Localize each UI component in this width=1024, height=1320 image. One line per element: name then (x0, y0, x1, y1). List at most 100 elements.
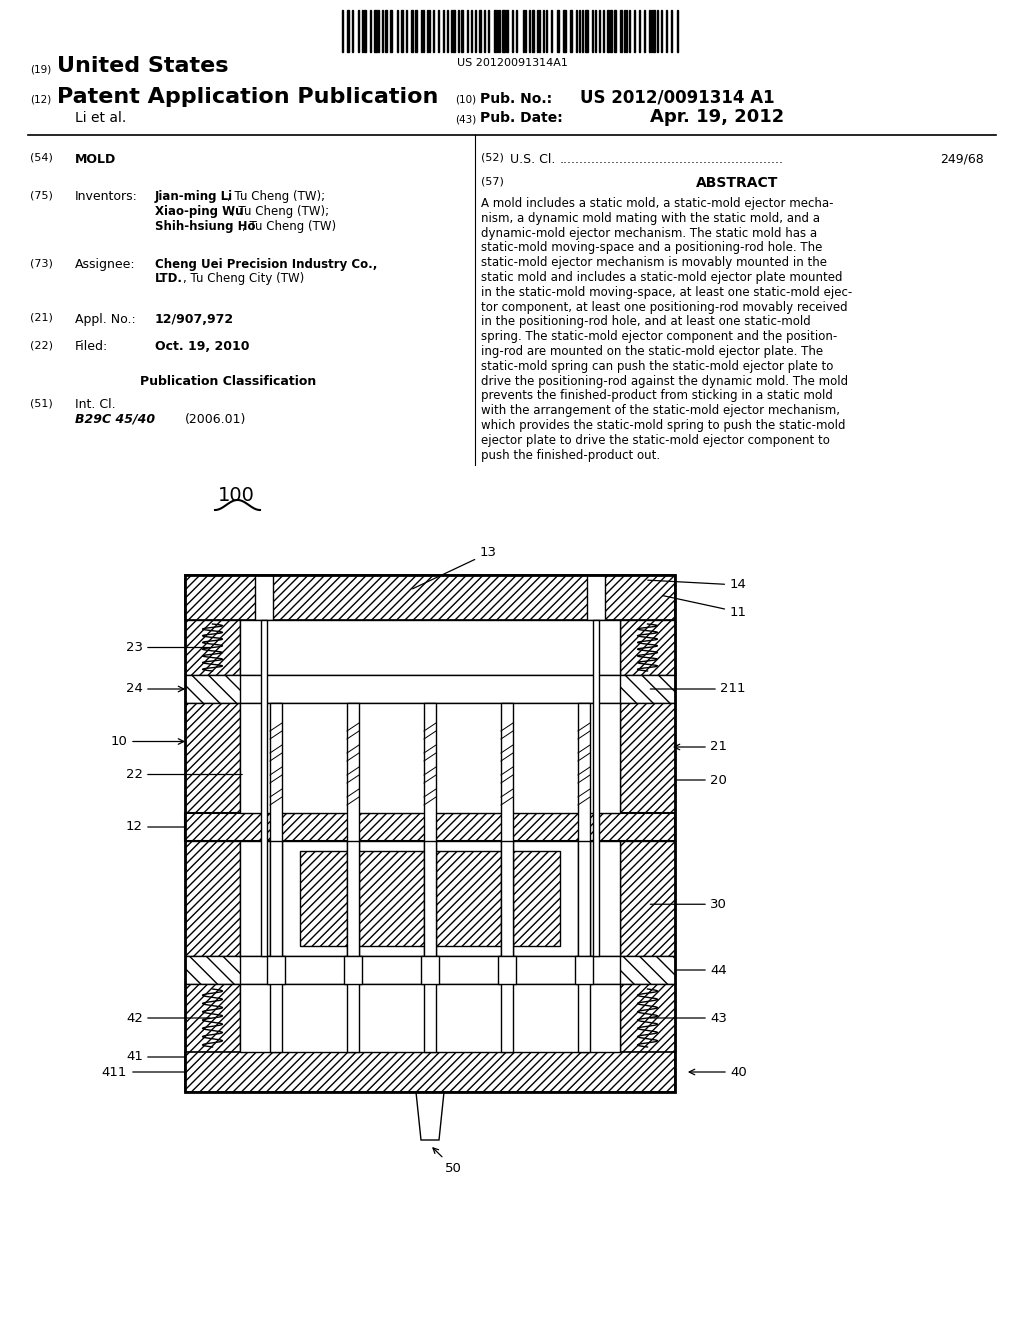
Bar (240, 956, 620, 983)
Text: (51): (51) (30, 399, 53, 408)
Text: 10: 10 (111, 735, 127, 748)
Bar (620, 983, 675, 1052)
Text: spring. The static-mold ejector component and the position-: spring. The static-mold ejector componen… (481, 330, 838, 343)
Text: 100: 100 (218, 486, 255, 506)
Text: static-mold moving-space and a positioning-rod hole. The: static-mold moving-space and a positioni… (481, 242, 822, 255)
Bar (620, 11, 622, 51)
Text: which provides the static-mold spring to push the static-mold: which provides the static-mold spring to… (481, 418, 846, 432)
Bar (300, 851, 560, 946)
Text: 22: 22 (126, 768, 143, 781)
Text: Filed:: Filed: (75, 341, 109, 352)
Text: , Tu Cheng (TW);: , Tu Cheng (TW); (231, 205, 329, 218)
Bar (240, 620, 620, 675)
Text: 23: 23 (126, 642, 143, 653)
Bar (240, 675, 620, 704)
Text: Appl. No.:: Appl. No.: (75, 313, 136, 326)
Bar (461, 11, 463, 51)
Text: 11: 11 (663, 595, 746, 619)
Text: (10): (10) (455, 95, 476, 106)
Bar (185, 620, 240, 675)
Bar (411, 11, 413, 51)
Bar (557, 11, 559, 51)
Bar (185, 813, 675, 841)
Text: 41: 41 (126, 1051, 143, 1064)
Bar (498, 956, 516, 983)
Text: in the static-mold moving-space, at least one static-mold ejec-: in the static-mold moving-space, at leas… (481, 286, 852, 298)
Bar (270, 841, 282, 956)
Bar (479, 11, 481, 51)
Text: (19): (19) (30, 63, 51, 74)
Bar (532, 11, 534, 51)
Bar (185, 1052, 675, 1092)
Text: United States: United States (57, 55, 228, 77)
Text: A mold includes a static mold, a static-mold ejector mecha-: A mold includes a static mold, a static-… (481, 197, 834, 210)
Text: Xiao-ping Wu: Xiao-ping Wu (155, 205, 244, 218)
Text: 43: 43 (710, 1011, 727, 1024)
Text: 24: 24 (126, 682, 143, 696)
Text: drive the positioning-rod against the dynamic mold. The mold: drive the positioning-rod against the dy… (481, 375, 848, 388)
Text: US 20120091314A1: US 20120091314A1 (457, 58, 567, 69)
Text: ........................................................: ........................................… (560, 153, 784, 166)
Text: 44: 44 (710, 964, 727, 977)
Bar (620, 841, 675, 956)
Text: ejector plate to drive the static-mold ejector component to: ejector plate to drive the static-mold e… (481, 434, 829, 446)
Bar (501, 704, 513, 1052)
Text: (57): (57) (481, 176, 504, 186)
Bar (593, 620, 599, 956)
Bar (570, 11, 572, 51)
Text: 40: 40 (730, 1065, 746, 1078)
Text: MOLD: MOLD (75, 153, 117, 166)
Text: (75): (75) (30, 190, 53, 201)
Text: Oct. 19, 2010: Oct. 19, 2010 (155, 341, 250, 352)
Text: ing-rod are mounted on the static-mold ejector plate. The: ing-rod are mounted on the static-mold e… (481, 345, 823, 358)
Bar (494, 11, 496, 51)
Bar (578, 704, 590, 1052)
Bar (587, 576, 605, 620)
Text: B29C 45/40: B29C 45/40 (75, 413, 155, 426)
Text: 411: 411 (101, 1065, 127, 1078)
Bar (270, 704, 282, 1052)
Bar (575, 956, 593, 983)
Bar (185, 675, 675, 704)
Text: prevents the finished-product from sticking in a static mold: prevents the finished-product from stick… (481, 389, 833, 403)
Text: US 2012/0091314 A1: US 2012/0091314 A1 (580, 88, 774, 107)
Bar (563, 11, 566, 51)
Bar (347, 11, 349, 51)
Text: Assignee:: Assignee: (75, 257, 135, 271)
Text: Pub. No.:: Pub. No.: (480, 92, 552, 106)
Bar (653, 11, 655, 51)
Bar (185, 983, 240, 1052)
Bar (424, 841, 436, 956)
Text: Cheng Uei Precision Industry Co.,: Cheng Uei Precision Industry Co., (155, 257, 378, 271)
Bar (240, 841, 620, 956)
Bar (255, 576, 273, 620)
Text: Li et al.: Li et al. (75, 111, 126, 125)
Text: (73): (73) (30, 257, 53, 268)
Text: , Tu Cheng (TW): , Tu Cheng (TW) (242, 220, 336, 234)
Text: (52): (52) (481, 153, 504, 162)
Text: Pub. Date:: Pub. Date: (480, 111, 563, 125)
Text: 21: 21 (710, 741, 727, 754)
Bar (185, 956, 675, 983)
Text: tor component, at least one positioning-rod movably received: tor component, at least one positioning-… (481, 301, 848, 314)
Bar (185, 841, 240, 956)
Bar (347, 704, 359, 1052)
Text: 42: 42 (126, 1011, 143, 1024)
Bar (585, 11, 588, 51)
Text: nism, a dynamic mold mating with the static mold, and a: nism, a dynamic mold mating with the sta… (481, 211, 820, 224)
Text: 50: 50 (433, 1148, 462, 1175)
Bar (506, 11, 508, 51)
Text: (2006.01): (2006.01) (185, 413, 247, 426)
Bar (421, 956, 439, 983)
Bar (415, 11, 417, 51)
Text: static-mold spring can push the static-mold ejector plate to: static-mold spring can push the static-m… (481, 360, 834, 372)
Text: , Tu Cheng (TW);: , Tu Cheng (TW); (227, 190, 326, 203)
Text: (22): (22) (30, 341, 53, 350)
Bar (424, 704, 436, 1052)
Text: dynamic-mold ejector mechanism. The static mold has a: dynamic-mold ejector mechanism. The stat… (481, 227, 817, 240)
Text: push the finished-product out.: push the finished-product out. (481, 449, 660, 462)
Bar (185, 576, 675, 620)
Bar (502, 11, 505, 51)
Text: U.S. Cl.: U.S. Cl. (510, 153, 555, 166)
Text: Jian-ming Li: Jian-ming Li (155, 190, 233, 203)
